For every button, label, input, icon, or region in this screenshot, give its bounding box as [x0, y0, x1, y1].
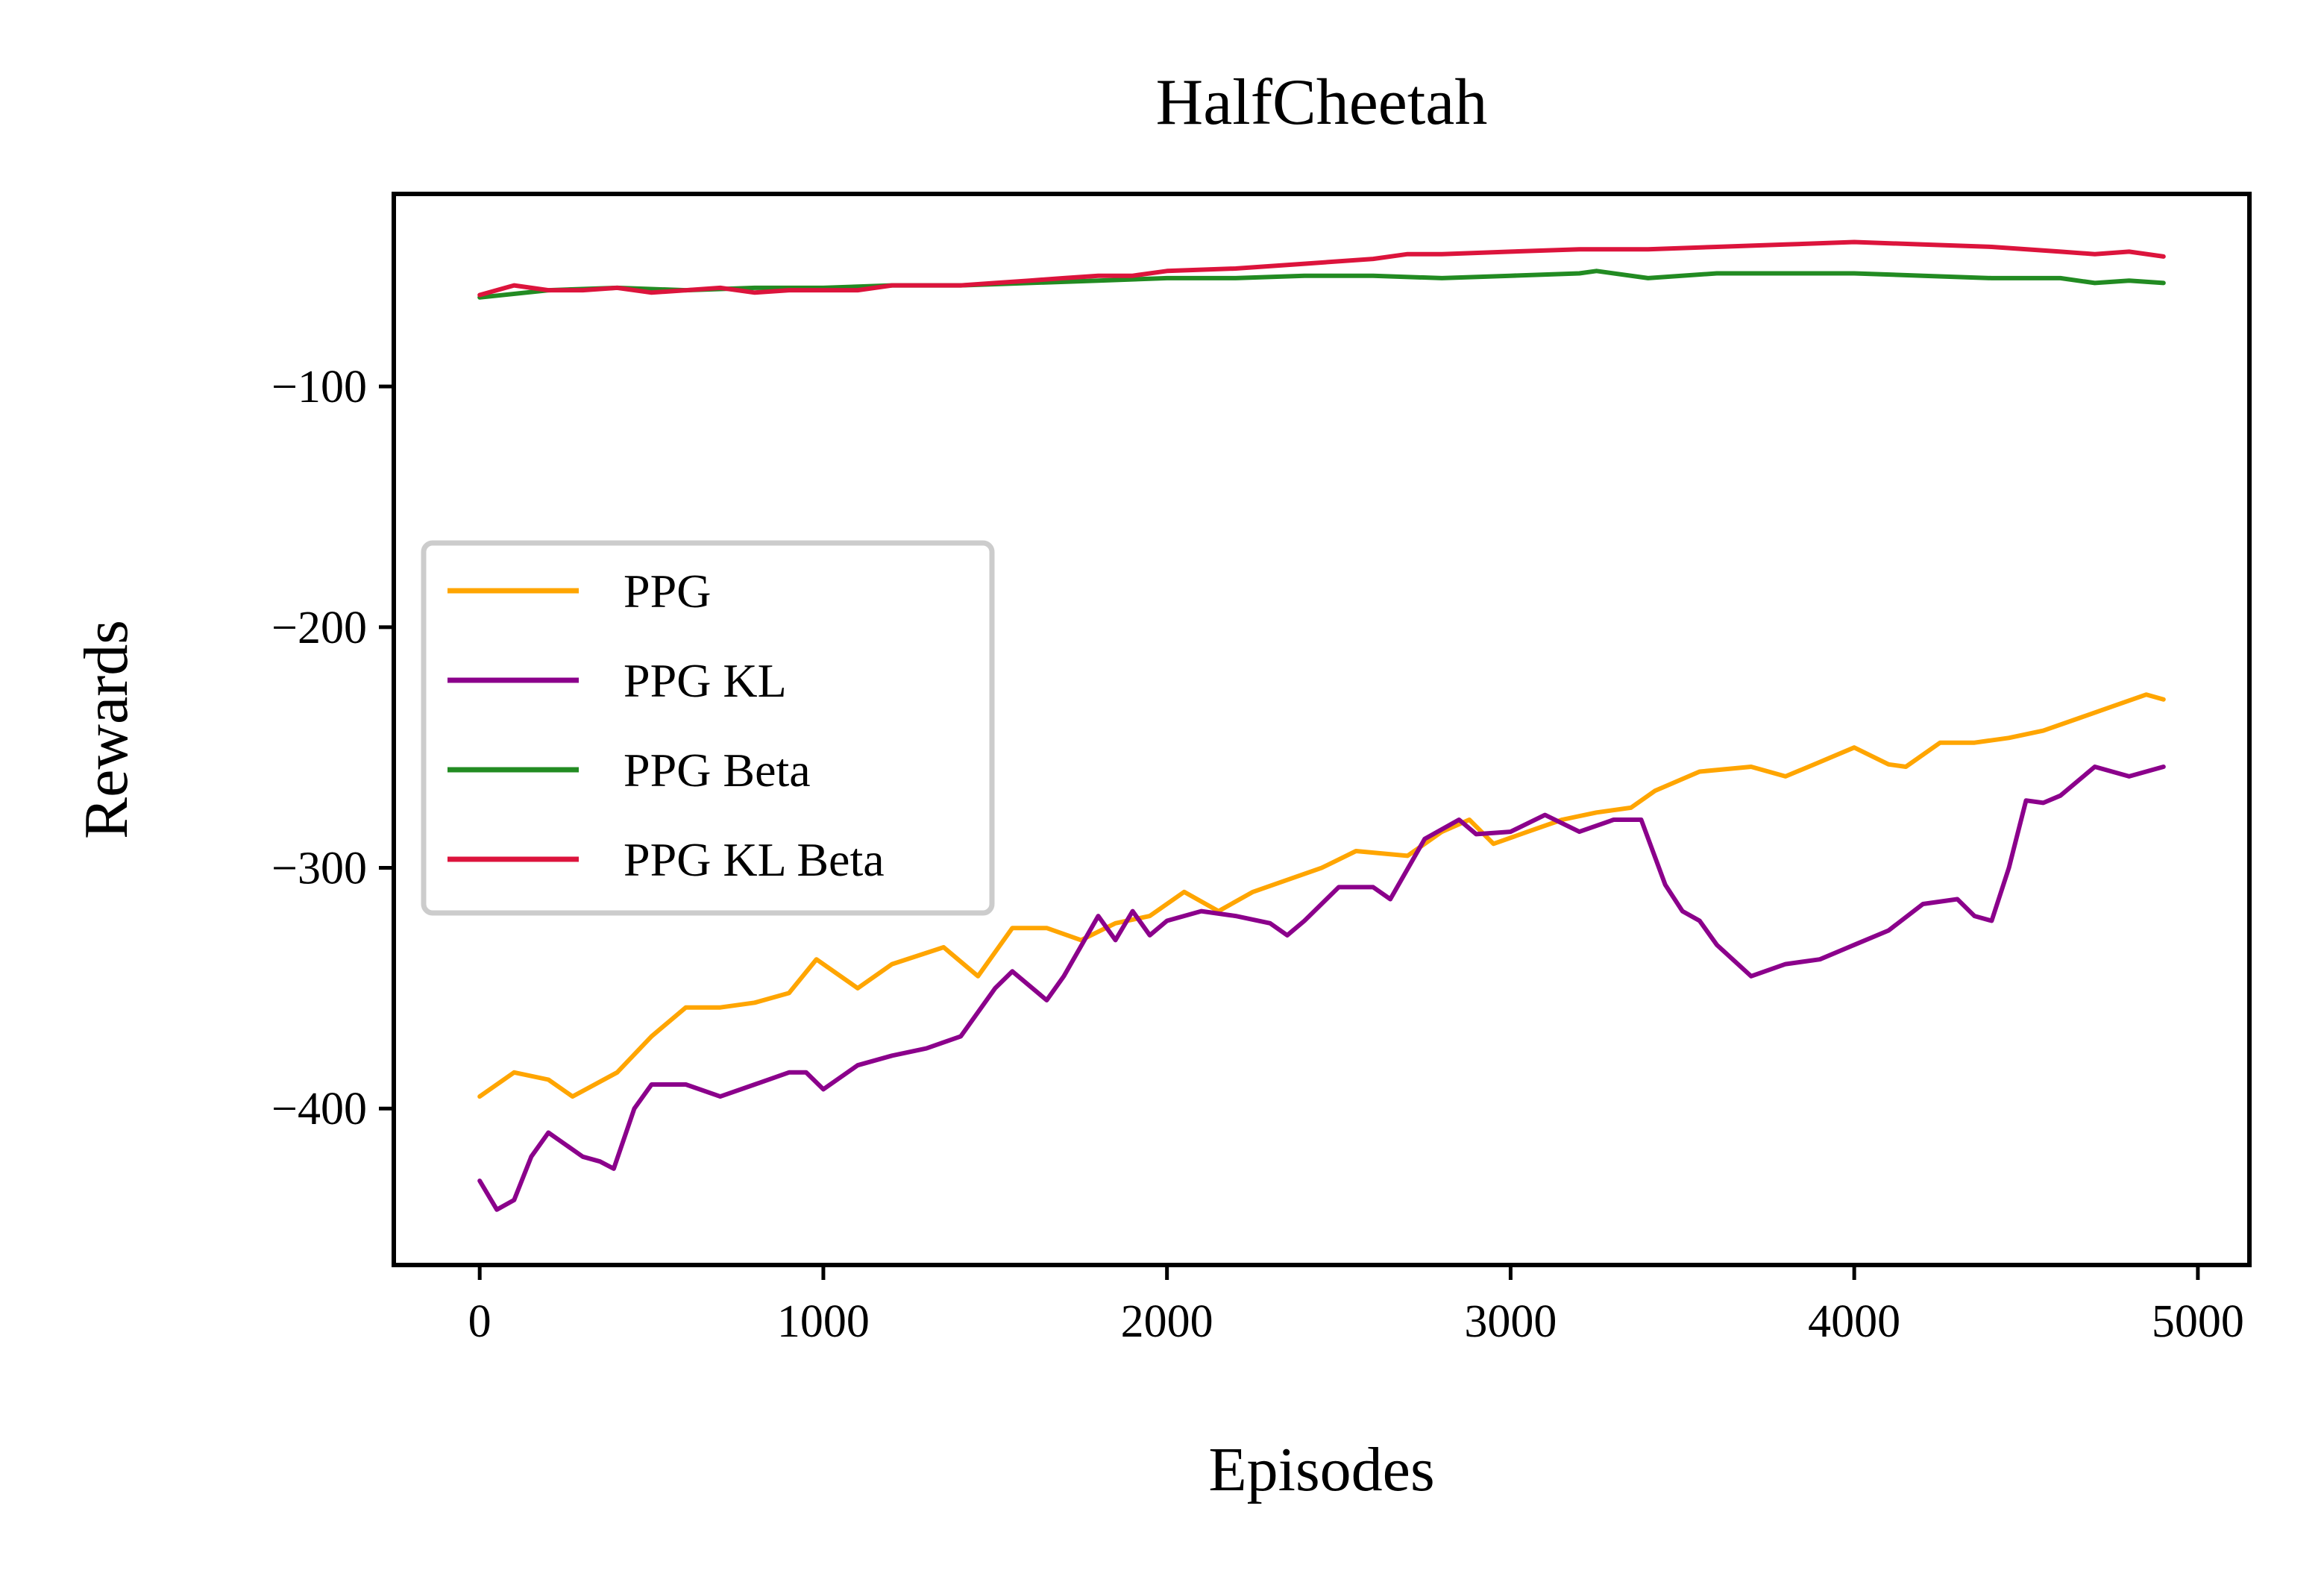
- y-tick-label: −100: [271, 362, 367, 412]
- series-line-ppg-kl: [477, 765, 2166, 1212]
- chart-title: HalfCheetah: [1156, 66, 1488, 139]
- legend-label-ppg-kl-beta: PPG KL Beta: [624, 833, 885, 886]
- x-tick-label: 1000: [777, 1296, 870, 1347]
- legend-label-ppg-kl: PPG KL: [624, 654, 787, 707]
- legend-box: [421, 540, 995, 916]
- x-tick-label: 5000: [2152, 1296, 2244, 1347]
- x-axis: 0 1000 2000 3000 4000 5000: [468, 1265, 2244, 1347]
- x-tick-label: 0: [468, 1296, 492, 1347]
- y-tick-label: −300: [271, 844, 367, 894]
- y-tick-label: −400: [271, 1084, 367, 1134]
- x-tick-label: 4000: [1808, 1296, 1900, 1347]
- legend-label-ppg: PPG: [624, 565, 711, 618]
- y-axis-label: Rewards: [72, 620, 141, 839]
- x-tick-label: 3000: [1464, 1296, 1557, 1347]
- series-line-ppg-kl-beta: [477, 239, 2166, 298]
- series-layer: [477, 239, 2166, 1212]
- legend-label-ppg-beta: PPG Beta: [624, 744, 811, 797]
- y-axis: −100 −200 −300 −400: [271, 362, 394, 1134]
- y-tick-label: −200: [271, 603, 367, 653]
- legend-items: PPG PPG KL PPG Beta PPG KL Beta: [447, 565, 885, 886]
- legend: PPG PPG KL PPG Beta PPG KL Beta: [421, 540, 995, 916]
- series-line-ppg-beta: [477, 269, 2166, 300]
- x-tick-label: 2000: [1121, 1296, 1213, 1347]
- x-axis-label: Episodes: [1208, 1435, 1434, 1504]
- plot-frame: [392, 192, 2252, 1267]
- series-line-ppg: [477, 692, 2166, 1099]
